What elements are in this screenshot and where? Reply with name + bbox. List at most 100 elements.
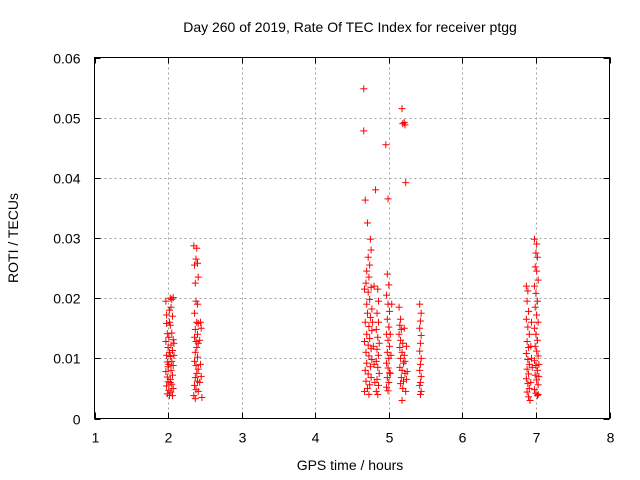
- data-point: [165, 333, 173, 341]
- data-point: [534, 381, 542, 389]
- grid: [94, 57, 610, 419]
- data-point: [384, 336, 392, 344]
- data-point: [533, 311, 541, 319]
- data-point: [374, 390, 382, 398]
- data-point: [373, 375, 381, 383]
- data-point: [385, 281, 393, 289]
- data-point: [374, 363, 382, 371]
- data-point: [363, 219, 371, 227]
- data-point: [416, 317, 424, 325]
- data-point: [166, 378, 174, 386]
- x-tick-label: 6: [459, 430, 467, 446]
- data-point: [417, 309, 425, 317]
- y-tick-label: 0.01: [53, 351, 80, 367]
- data-point: [367, 283, 375, 291]
- data-point: [363, 300, 371, 308]
- data-point: [368, 327, 376, 335]
- data-point: [402, 387, 410, 395]
- data-point: [162, 337, 170, 345]
- data-point: [386, 330, 394, 338]
- data-point: [191, 357, 199, 365]
- data-point: [163, 330, 171, 338]
- data-point: [361, 196, 369, 204]
- data-point: [197, 324, 205, 332]
- data-point: [372, 357, 380, 365]
- data-point: [162, 297, 170, 305]
- data-point: [373, 345, 381, 353]
- data-point: [402, 375, 410, 383]
- data-point: [416, 378, 424, 386]
- x-tick-label: 7: [533, 430, 541, 446]
- data-point: [384, 364, 392, 372]
- data-point: [363, 359, 371, 367]
- data-point: [522, 282, 530, 290]
- data-point: [169, 294, 177, 302]
- data-point: [374, 318, 382, 326]
- data-point: [533, 240, 541, 248]
- data-point: [365, 322, 373, 330]
- data-point: [163, 311, 171, 319]
- x-tick-label: 5: [386, 430, 394, 446]
- data-point: [168, 295, 176, 303]
- data-point: [168, 357, 176, 365]
- data-point: [534, 276, 542, 284]
- data-point: [194, 353, 201, 361]
- x-tick-labels: 1 2 3 4 5 6 7 8: [92, 430, 615, 446]
- data-point: [374, 381, 382, 389]
- data-point: [400, 359, 407, 367]
- y-axis-label: ROTI / TECUs: [5, 193, 21, 283]
- data-point: [166, 321, 174, 329]
- data-point: [191, 325, 199, 333]
- data-point: [192, 297, 200, 305]
- data-point: [361, 285, 369, 293]
- data-point: [535, 372, 543, 380]
- data-point: [386, 342, 394, 350]
- data-point: [416, 390, 424, 398]
- data-point: [369, 342, 377, 350]
- data-point: [363, 330, 371, 338]
- data-point: [369, 318, 377, 326]
- data-point: [363, 267, 371, 275]
- data-point: [527, 378, 535, 386]
- data-point: [401, 357, 409, 365]
- data-point: [191, 333, 199, 341]
- data-point: [374, 351, 382, 359]
- data-point: [416, 381, 424, 389]
- data-point: [367, 246, 375, 254]
- data-point: [167, 303, 175, 311]
- data-point: [372, 186, 380, 194]
- data-point: [522, 350, 530, 358]
- data-point: [194, 259, 201, 267]
- data-point: [170, 339, 178, 347]
- data-point: [168, 392, 176, 400]
- data-point: [196, 336, 204, 344]
- data-point: [535, 360, 543, 368]
- data-point: [383, 315, 391, 323]
- data-point: [365, 273, 373, 281]
- data-point: [192, 255, 200, 263]
- y-tick-label: 0: [73, 412, 81, 428]
- data-point: [194, 300, 201, 308]
- data-point: [198, 393, 206, 401]
- data-point: [370, 282, 378, 290]
- data-point: [196, 360, 204, 368]
- data-point: [167, 341, 175, 349]
- data-point: [375, 369, 383, 377]
- data-point: [361, 318, 369, 326]
- data-point: [363, 309, 371, 317]
- data-point: [533, 267, 541, 275]
- data-point: [362, 348, 370, 356]
- data-point: [534, 352, 542, 360]
- data-point: [399, 384, 407, 392]
- data-point: [167, 388, 175, 396]
- y-tick-label: 0.03: [53, 231, 80, 247]
- y-tick-label: 0.06: [53, 51, 80, 67]
- data-point: [396, 321, 404, 329]
- data-point: [191, 279, 199, 287]
- data-point: [400, 324, 408, 332]
- data-point: [166, 348, 174, 356]
- data-point: [523, 365, 531, 373]
- data-point: [362, 279, 370, 287]
- data-point: [525, 384, 533, 392]
